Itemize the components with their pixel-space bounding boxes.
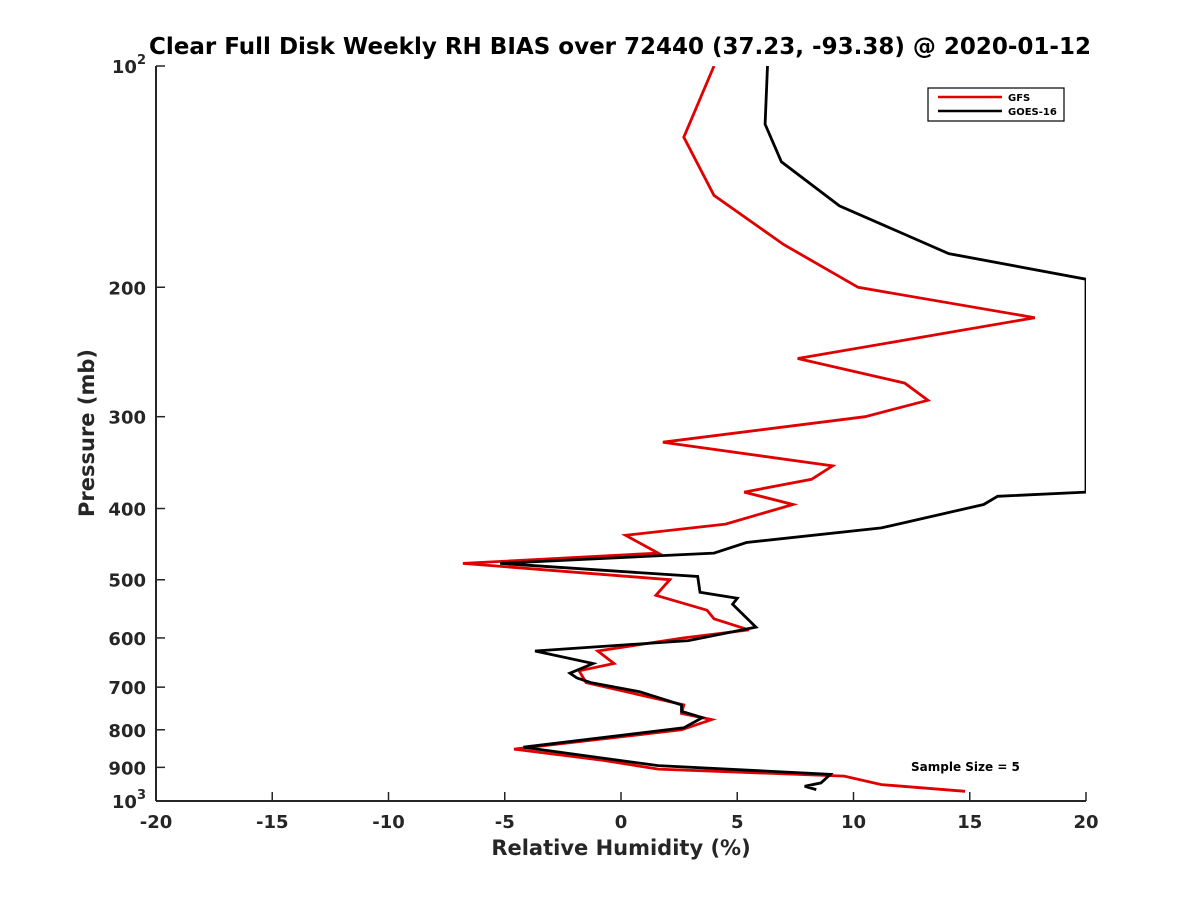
x-tick-label: 15 [957,812,982,833]
y-tick-label: 900 [108,758,146,779]
x-tick-label: 10 [841,812,866,833]
y-tick-label: 200 [108,278,146,299]
legend-box [927,87,1065,122]
x-axis-ticks: -20 -15 -10 -5 0 5 10 15 20 [140,792,1099,833]
y-tick-label: 102 [112,53,146,78]
y-axis-label: Pressure (mb) [75,349,99,517]
y-tick-label: 800 [108,721,146,742]
sample-size-annotation: Sample Size = 5 [911,760,1020,774]
y-tick-label: 500 [108,571,146,592]
series-line-goes16 [500,66,1086,791]
x-tick-label: -15 [256,812,289,833]
x-axis-label: Relative Humidity (%) [491,836,750,860]
y-tick-label: 103 [112,788,146,813]
legend-label-goes16: GOES-16 [1008,107,1057,118]
x-tick-label: -20 [140,812,173,833]
legend: GFS GOES-16 [927,87,1065,122]
chart-title: Clear Full Disk Weekly RH BIAS over 7244… [149,34,1091,60]
x-tick-label: -5 [495,812,515,833]
plot-area [156,66,1086,801]
y-tick-label: 400 [108,500,146,521]
y-tick-label: 700 [108,678,146,699]
x-tick-label: 0 [615,812,628,833]
y-tick-label: 600 [108,629,146,650]
x-tick-label: 20 [1073,812,1098,833]
y-axis-ticks: 102 200 300 400 500 600 700 800 900 103 [108,53,165,813]
x-tick-label: 5 [731,812,744,833]
series-line-gfs [462,66,1036,793]
series-lines [462,66,1086,793]
legend-label-gfs: GFS [1008,93,1030,104]
y-tick-label: 300 [108,408,146,429]
x-tick-label: -10 [372,812,405,833]
